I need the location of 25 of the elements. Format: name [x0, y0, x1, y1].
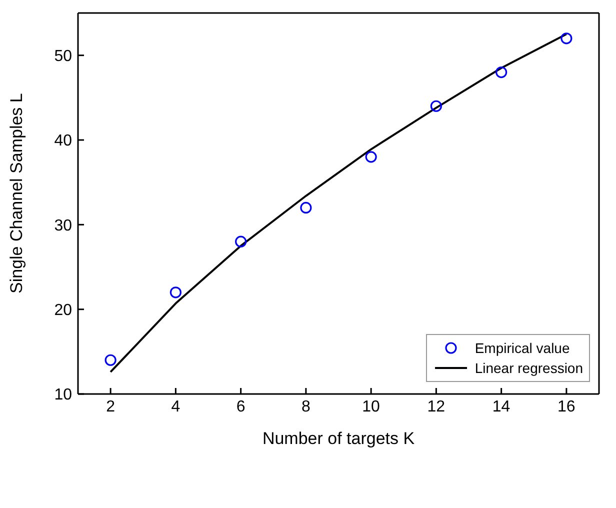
point: [104, 354, 116, 366]
x-tick-label: 4: [171, 398, 180, 416]
x-tick-label: 12: [427, 398, 446, 416]
x-tick-label: 10: [362, 398, 380, 416]
x-tick-label: 14: [492, 398, 510, 416]
point: [560, 32, 572, 44]
y-tick-label: 30: [54, 217, 72, 234]
y-tick-label: 50: [54, 48, 72, 66]
y-tick-label: 40: [54, 132, 72, 150]
x-tick-label: 16: [558, 398, 576, 416]
point: [430, 100, 442, 112]
point: [170, 286, 182, 298]
y-axis-title: Single Channel Samples L: [7, 93, 26, 294]
x-tick-label: 6: [236, 398, 246, 416]
x-tick-label: 8: [301, 398, 310, 416]
x-tick-label: 2: [106, 398, 116, 416]
x-axis-title: Number of targets K: [262, 429, 416, 448]
point: [496, 66, 508, 78]
legend-label: Linear regression: [474, 359, 583, 378]
legend-label: Empirical value: [474, 339, 570, 358]
y-tick-label: 20: [54, 302, 72, 320]
y-tick-label: 10: [54, 386, 72, 404]
point: [300, 202, 312, 214]
point: [365, 151, 377, 163]
point: [235, 236, 247, 248]
